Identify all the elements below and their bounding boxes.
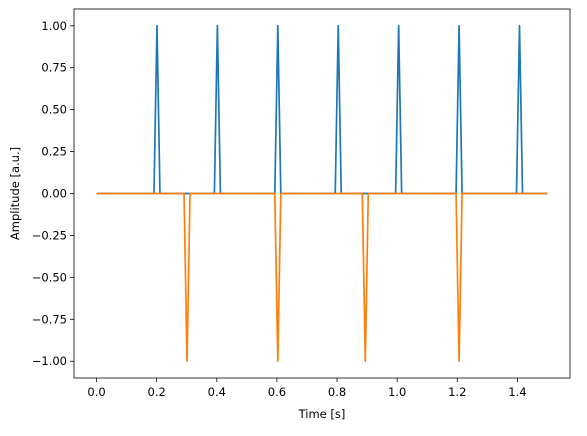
y-tick-label: −1.00: [32, 354, 67, 368]
y-tick-label: −0.25: [32, 228, 67, 242]
series-layer: [96, 24, 548, 363]
y-tick-label: 0.00: [41, 187, 67, 201]
x-tick-label: 1.4: [508, 385, 526, 399]
x-axis-label: Time [s]: [298, 407, 346, 421]
ticks-layer: 0.0 0.2 0.4 0.6 0.8 1.0 1.2 1.4 1.00 0.75 0.50 0.25…: [32, 19, 527, 399]
x-tick-label: 0.8: [328, 385, 346, 399]
x-tick-label: 0.2: [148, 385, 166, 399]
x-tick-label: 1.2: [448, 385, 466, 399]
series-line-2: [96, 192, 548, 363]
x-tick-label: 0.4: [208, 385, 226, 399]
y-tick-label: 1.00: [41, 19, 67, 33]
y-tick-label: 0.75: [41, 61, 67, 75]
x-tick-label: 0.6: [268, 385, 286, 399]
y-axis-label: Amplitude [a.u.]: [8, 147, 22, 240]
x-tick-label: 0.0: [87, 385, 105, 399]
y-tick-label: −0.75: [32, 312, 67, 326]
y-tick-label: −0.50: [32, 270, 67, 284]
y-tick-label: 0.25: [41, 145, 67, 159]
y-tick-label: 0.50: [41, 103, 67, 117]
series-line-1: [96, 24, 548, 195]
x-tick-label: 1.0: [388, 385, 406, 399]
